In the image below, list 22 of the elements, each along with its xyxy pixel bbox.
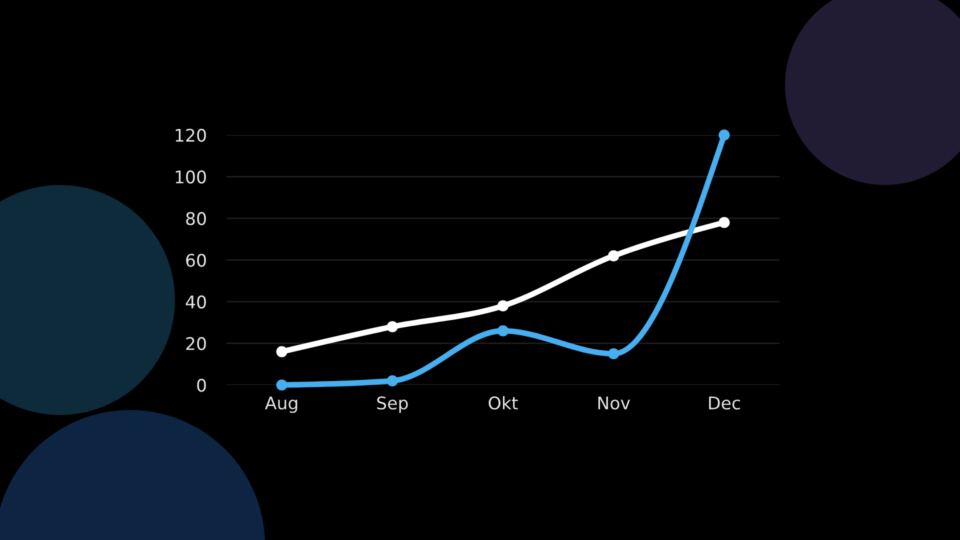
x-tick-label: Nov (598, 396, 630, 410)
x-tick-label: Aug (264, 396, 298, 413)
y-tick-label: 0 (197, 378, 206, 392)
point (608, 250, 620, 262)
y-tick-label: 60 (186, 254, 206, 267)
x-tick-label: Okt (488, 396, 518, 410)
y-tick-label: 40 (186, 295, 206, 309)
x-tick-label: Sep (377, 396, 408, 413)
y-tick-label: 120 (176, 128, 206, 142)
point (718, 129, 730, 141)
point (497, 300, 509, 312)
y-tick-label: 100 (176, 170, 206, 184)
point (276, 379, 288, 391)
point (386, 321, 398, 332)
point (718, 216, 730, 228)
y-tick-label: 80 (186, 212, 206, 226)
point (497, 325, 509, 336)
point (386, 375, 398, 386)
point (276, 346, 288, 358)
y-tick-label: 20 (186, 337, 206, 350)
x-tick-label: Dec (709, 396, 740, 410)
point (608, 348, 620, 360)
